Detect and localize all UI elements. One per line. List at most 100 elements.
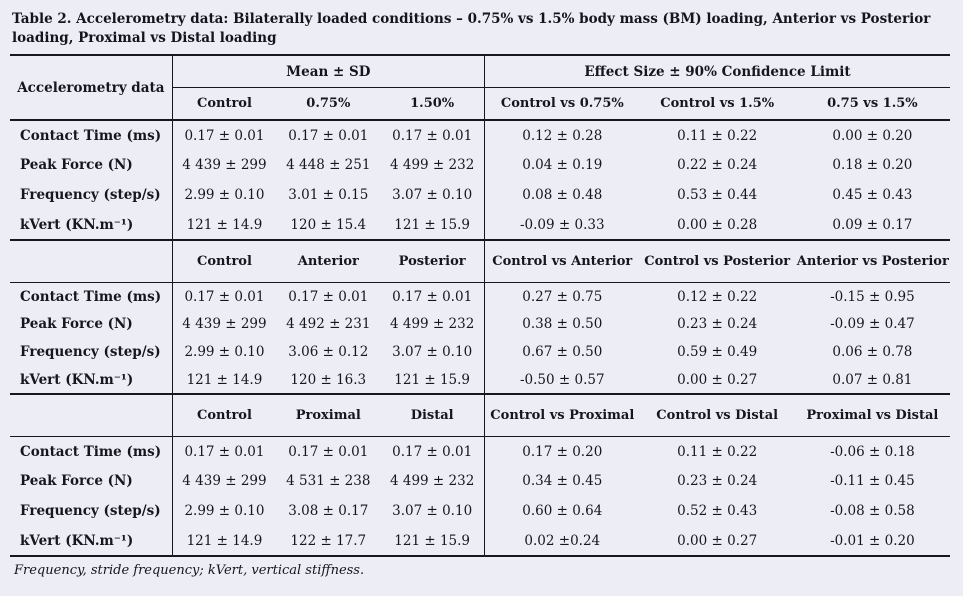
data-cell: 4 448 ± 251 [286, 157, 371, 174]
data-cell: -0.09 ± 0.47 [830, 316, 915, 333]
column-header-150: 1.50% [410, 96, 455, 112]
column-header-control-vs-proximal: Control vs Proximal [483, 394, 640, 437]
document-page: Table 2. Accelerometry data: Bilaterally… [10, 11, 950, 579]
data-cell: 4 439 ± 299 [182, 473, 267, 490]
data-cell: 122 ± 17.7 [290, 532, 367, 549]
data-cell: 0.12 ± 0.22 [677, 288, 758, 305]
row-label: Peak Force (N) [10, 466, 173, 497]
data-cell: 121 ± 14.9 [186, 216, 263, 233]
data-cell: -0.50 ± 0.57 [483, 366, 640, 395]
column-header-control: Control [196, 96, 252, 112]
data-cell: 4 499 ± 232 [389, 157, 475, 174]
data-cell: 4 492 ± 231 [286, 316, 371, 333]
data-cell: 120 ± 15.4 [290, 216, 367, 233]
column-header-distal: Distal [410, 408, 454, 424]
data-cell: 0.27 ± 0.75 [483, 282, 640, 311]
data-cell: 0.17 ± 0.01 [184, 288, 265, 305]
table-row: Contact Time (ms) 0.17 ± 0.01 0.17 ± 0.0… [10, 436, 950, 467]
data-cell: 0.11 ± 0.22 [677, 127, 758, 144]
empty-cell [10, 240, 173, 283]
data-cell: 0.17 ± 0.01 [392, 288, 473, 305]
group-header-row: Accelerometry data Mean ± SD Effect Size… [10, 55, 950, 121]
group-header-effect-size: Effect Size ± 90% Confidence Limit [483, 55, 950, 88]
data-cell: 0.45 ± 0.43 [832, 187, 913, 204]
data-cell: 3.01 ± 0.15 [288, 187, 369, 204]
data-cell: 0.02 ±0.24 [483, 526, 640, 557]
data-cell: 3.07 ± 0.10 [392, 187, 473, 204]
column-header-075-vs-15: 0.75 vs 1.5% [827, 96, 918, 112]
column-header-posterior: Posterior [398, 254, 466, 270]
data-cell: 121 ± 15.9 [394, 532, 471, 549]
row-label: Contact Time (ms) [10, 436, 173, 467]
table-row: Contact Time (ms) 0.17 ± 0.01 0.17 ± 0.0… [10, 282, 950, 311]
data-cell: 0.22 ± 0.24 [677, 157, 758, 174]
column-header-control: Control [196, 254, 252, 270]
data-cell: 0.67 ± 0.50 [483, 338, 640, 367]
column-header-proximal: Proximal [295, 408, 361, 424]
data-cell: 120 ± 16.3 [290, 371, 367, 388]
column-header-control-vs-posterior: Control vs Posterior [644, 254, 791, 270]
data-cell: 121 ± 14.9 [186, 532, 263, 549]
table-footnote: Frequency, stride frequency; kVert, vert… [14, 563, 365, 579]
data-cell: 0.04 ± 0.19 [483, 150, 640, 181]
row-label: Contact Time (ms) [10, 282, 173, 311]
table-row: Frequency (step/s) 2.99 ± 0.10 3.06 ± 0.… [10, 338, 950, 367]
row-label: Frequency (step/s) [10, 180, 173, 211]
table-row: kVert (KN.m⁻¹) 121 ± 14.9 122 ± 17.7 121… [10, 526, 950, 557]
data-cell: -0.08 ± 0.58 [830, 503, 915, 520]
data-cell: 0.52 ± 0.43 [677, 503, 758, 520]
table-row: Peak Force (N) 4 439 ± 299 4 448 ± 251 4… [10, 150, 950, 181]
table-row: kVert (KN.m⁻¹) 121 ± 14.9 120 ± 15.4 121… [10, 210, 950, 241]
data-cell: 0.07 ± 0.81 [832, 371, 913, 388]
column-header-accelerometry-data: Accelerometry data [10, 55, 173, 121]
table-row: Frequency (step/s) 2.99 ± 0.10 3.01 ± 0.… [10, 180, 950, 211]
data-cell: 0.09 ± 0.17 [832, 216, 913, 233]
data-cell: 0.00 ± 0.20 [832, 127, 913, 144]
data-cell: 0.00 ± 0.27 [677, 532, 758, 549]
row-label: kVert (KN.m⁻¹) [10, 210, 173, 241]
data-cell: 4 439 ± 299 [182, 157, 267, 174]
data-cell: -0.15 ± 0.95 [830, 288, 915, 305]
data-cell: 0.23 ± 0.24 [677, 316, 758, 333]
column-header-anterior: Anterior [297, 254, 359, 270]
data-cell: 0.17 ± 0.01 [184, 127, 265, 144]
data-cell: 4 531 ± 238 [286, 473, 371, 490]
row-label: Contact Time (ms) [10, 120, 173, 151]
table-row: Contact Time (ms) 0.17 ± 0.01 0.17 ± 0.0… [10, 120, 950, 151]
data-cell: 0.60 ± 0.64 [483, 496, 640, 527]
data-cell: -0.09 ± 0.33 [483, 210, 640, 241]
data-cell: 0.12 ± 0.28 [483, 120, 640, 151]
data-cell: -0.11 ± 0.45 [830, 473, 915, 490]
data-cell: 0.59 ± 0.49 [677, 344, 758, 361]
table-row: Peak Force (N) 4 439 ± 299 4 492 ± 231 4… [10, 310, 950, 339]
column-header-control: Control [196, 408, 252, 424]
group-header-mean-sd: Mean ± SD [172, 55, 485, 88]
table-row: Frequency (step/s) 2.99 ± 0.10 3.08 ± 0.… [10, 496, 950, 527]
table-row: kVert (KN.m⁻¹) 121 ± 14.9 120 ± 16.3 121… [10, 366, 950, 395]
column-header-anterior-vs-posterior: Anterior vs Posterior [796, 254, 949, 270]
data-cell: 2.99 ± 0.10 [184, 187, 265, 204]
subheader-row-bm-loading: Control 0.75% 1.50% Control vs 0.75% Con… [10, 87, 950, 121]
table-row: Peak Force (N) 4 439 ± 299 4 531 ± 238 4… [10, 466, 950, 497]
data-cell: 0.17 ± 0.01 [288, 288, 369, 305]
data-cell: 0.38 ± 0.50 [483, 310, 640, 339]
data-cell: 121 ± 15.9 [394, 371, 471, 388]
data-cell: 3.08 ± 0.17 [288, 503, 369, 520]
data-cell: 3.07 ± 0.10 [392, 503, 473, 520]
data-cell: 0.08 ± 0.48 [483, 180, 640, 211]
row-label: kVert (KN.m⁻¹) [10, 526, 173, 557]
data-cell: 0.17 ± 0.01 [288, 127, 369, 144]
data-cell: 4 499 ± 232 [389, 316, 475, 333]
column-header-control-vs-distal: Control vs Distal [656, 408, 779, 424]
data-cell: 0.17 ± 0.01 [184, 443, 265, 460]
data-cell: -0.06 ± 0.18 [830, 443, 915, 460]
data-cell: 0.18 ± 0.20 [832, 157, 913, 174]
data-cell: 121 ± 15.9 [394, 216, 471, 233]
data-cell: 0.11 ± 0.22 [677, 443, 758, 460]
data-cell: 0.17 ± 0.20 [483, 436, 640, 467]
column-header-control-vs-anterior: Control vs Anterior [483, 240, 640, 283]
table-caption: Table 2. Accelerometry data: Bilaterally… [12, 11, 931, 47]
data-cell: 4 499 ± 232 [389, 473, 475, 490]
data-cell: 2.99 ± 0.10 [184, 503, 265, 520]
column-header-proximal-vs-distal: Proximal vs Distal [806, 408, 939, 424]
